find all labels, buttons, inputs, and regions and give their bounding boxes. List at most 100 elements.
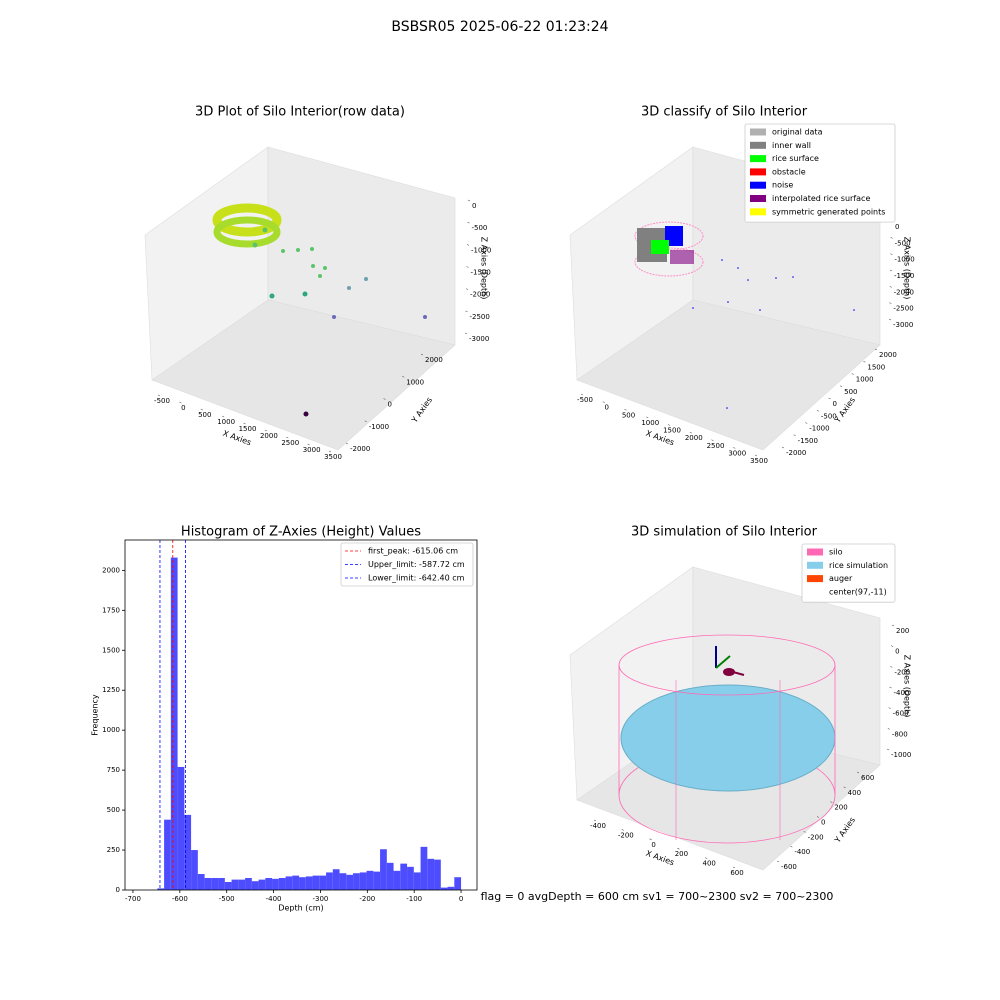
z-tick-label: -1000	[894, 256, 914, 264]
panel-title: 3D classify of Silo Interior	[641, 105, 808, 120]
bar	[386, 862, 394, 890]
x-tick-label: 0	[459, 895, 463, 903]
x-tick	[677, 847, 680, 850]
legend-label: first_peak: -615.06 cm	[368, 547, 458, 556]
legend-swatch	[750, 195, 766, 202]
y-tick	[856, 771, 860, 774]
bar	[197, 874, 205, 890]
y-tick-label: 500	[844, 388, 857, 396]
y-axis-label: Frequency	[91, 694, 100, 736]
bar	[170, 557, 178, 890]
z-tick-label: -1000	[471, 246, 491, 254]
legend-label: center(97,-11)	[829, 587, 887, 596]
y-tick-label: 0	[388, 401, 392, 409]
bar	[454, 877, 462, 890]
x-tick-label: -300	[313, 895, 329, 903]
x-tick-label: 3500	[750, 457, 768, 465]
y-tick-label: 0	[116, 886, 120, 894]
y-tick-label: 1500	[102, 646, 120, 654]
bar	[427, 858, 435, 890]
x-tick-label: 2000	[685, 434, 703, 442]
y-tick	[790, 845, 793, 848]
z-tick-label: -1000	[891, 751, 911, 759]
x-tick-label: -500	[154, 397, 170, 405]
y-tick-label: -500	[821, 412, 837, 420]
x-tick	[179, 401, 182, 404]
y-tick-label: -1500	[798, 437, 818, 445]
x-tick	[624, 408, 627, 411]
bar	[285, 876, 293, 890]
bar	[157, 888, 165, 890]
legend-swatch	[750, 141, 766, 149]
y-tick	[830, 801, 833, 803]
z-tick-label: -1500	[471, 269, 491, 277]
bar	[231, 879, 239, 890]
z-tick	[467, 221, 470, 224]
x-tick-label: 2500	[281, 439, 299, 447]
y-tick	[805, 422, 808, 424]
bar	[319, 875, 327, 890]
y-tick-label: 750	[107, 766, 120, 774]
legend-label: Lower_limit: -642.40 cm	[368, 574, 465, 583]
z-tick-label: 0	[472, 202, 476, 210]
legend-swatch	[807, 575, 823, 583]
silo-sim	[618, 634, 836, 844]
z-tick	[889, 286, 892, 288]
y-tick	[402, 375, 405, 378]
x-tick-label: 200	[675, 850, 688, 858]
x-tick	[264, 429, 268, 432]
legend-label: obstacle	[772, 167, 806, 176]
y-tick-label: -1000	[369, 423, 389, 431]
legend-swatch	[750, 208, 766, 216]
legend-swatch	[807, 588, 823, 596]
x-tick	[646, 416, 649, 419]
x-tick-label: 1000	[641, 419, 659, 427]
y-tick-label: 1250	[102, 686, 120, 694]
legend-label: noise	[772, 181, 793, 190]
bar	[393, 870, 401, 890]
bar	[305, 876, 313, 890]
bar	[420, 846, 428, 890]
legend-label: rice simulation	[829, 561, 888, 570]
x-tick-label: 500	[198, 411, 211, 419]
bar	[326, 872, 333, 890]
x-tick	[711, 439, 714, 442]
y-tick-label: 250	[107, 846, 120, 854]
x-tick-label: 2000	[260, 432, 278, 440]
x-tick-label: 3500	[324, 453, 342, 461]
x-tick-label: -200	[359, 895, 375, 903]
z-tick	[465, 310, 468, 313]
x-tick	[732, 866, 736, 869]
bar	[164, 819, 171, 890]
axis-label: Z Axies (Depth)	[480, 237, 489, 300]
bar	[400, 863, 408, 890]
legend-swatch	[807, 548, 823, 556]
z-tick	[891, 624, 895, 627]
z-tick-label: -2500	[893, 305, 913, 313]
x-axis-label: Depth (cm)	[278, 904, 323, 913]
bar	[447, 886, 455, 890]
legend-label: symmetric generated points	[772, 207, 885, 216]
bar	[413, 872, 421, 890]
z-tick	[467, 199, 471, 202]
bar	[251, 881, 259, 890]
y-tick-label: 1000	[856, 376, 874, 384]
y-tick	[863, 360, 866, 363]
bar	[278, 878, 286, 890]
x-tick-label: -200	[618, 831, 634, 839]
y-tick-label: 400	[848, 789, 861, 797]
x-tick-label: -500	[577, 396, 593, 404]
panes-1	[144, 146, 456, 451]
z-tick-label: -2000	[894, 288, 914, 296]
legend-label: silo	[829, 548, 843, 557]
y-tick-label: 1000	[406, 378, 424, 386]
bar	[204, 878, 212, 890]
y-tick	[816, 816, 820, 818]
z-tick-label: -800	[892, 730, 908, 738]
legend-swatch	[750, 155, 766, 163]
y-tick-label: -1000	[809, 425, 829, 433]
y-tick-label: 200	[834, 804, 847, 812]
z-tick-label: -3000	[469, 335, 489, 343]
bar	[434, 859, 441, 890]
y-tick-label: 1000	[102, 726, 120, 734]
